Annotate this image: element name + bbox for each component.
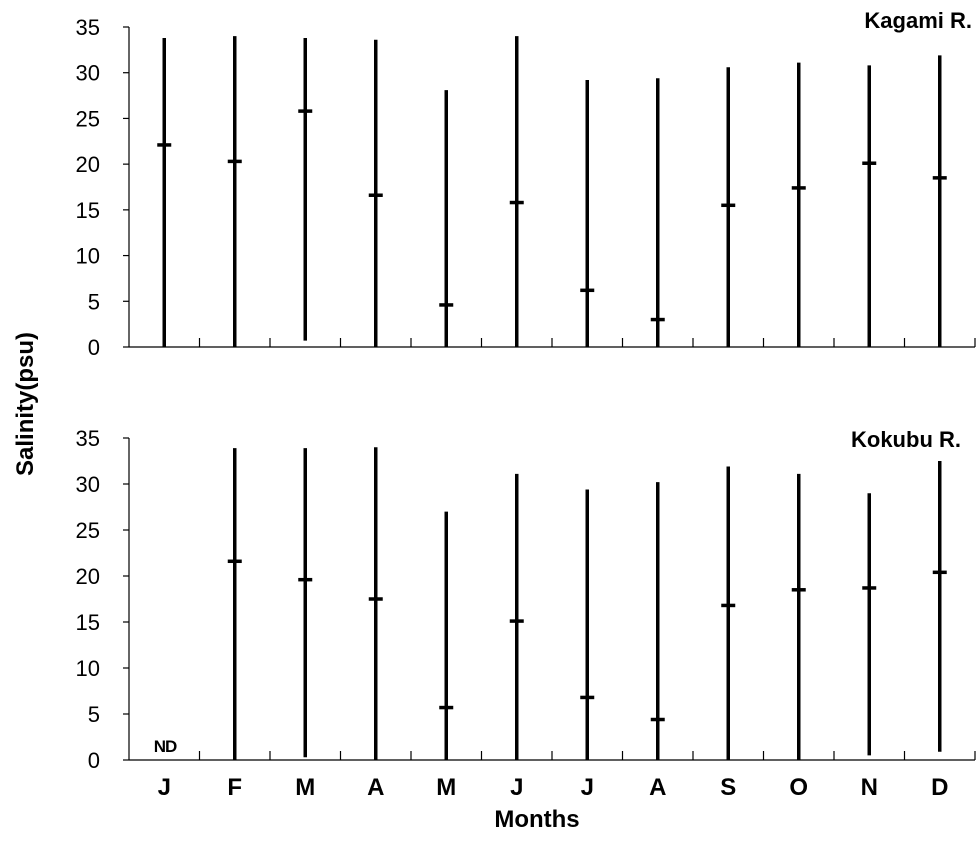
y-tick-label: 10 [76, 656, 100, 681]
y-tick-label: 20 [76, 152, 100, 177]
panel-kagami: Kagami R. 0 5 10 15 20 25 30 35 [76, 8, 976, 360]
x-tick-label: J [510, 774, 523, 801]
y-tick-label: 25 [76, 106, 100, 131]
x-tick-label: A [649, 774, 666, 801]
y-tick-label: 25 [76, 518, 100, 543]
y-tick-label: 30 [76, 61, 100, 86]
panel-title-kagami: Kagami R. [864, 8, 972, 33]
y-tick-label: 0 [88, 748, 100, 773]
y-tick-label: 0 [88, 335, 100, 360]
x-axis-title: Months [494, 806, 579, 833]
y-axis-title: Salinity(psu) [12, 332, 39, 476]
x-tick-label: A [367, 774, 384, 801]
x-tick-label: O [789, 774, 808, 801]
y-tick-label: 10 [76, 244, 100, 269]
x-tick-label: M [295, 774, 315, 801]
x-tick-label: S [720, 774, 736, 801]
y-tick-label: 20 [76, 564, 100, 589]
y-tick-label: 15 [76, 610, 100, 635]
y-tick-label: 30 [76, 472, 100, 497]
panel-title-kokubu: Kokubu R. [851, 427, 961, 452]
y-tick-label: 5 [88, 702, 100, 727]
x-tick-label: D [931, 774, 948, 801]
x-tick-label: F [227, 774, 242, 801]
x-tick-label: J [158, 774, 171, 801]
y-tick-label: 15 [76, 198, 100, 223]
y-tick-label: 5 [88, 289, 100, 314]
x-tick-label: M [436, 774, 456, 801]
no-data-note: ND [154, 737, 177, 756]
y-tick-label: 35 [76, 15, 100, 40]
y-tick-label: 35 [76, 426, 100, 451]
x-tick-label: N [861, 774, 878, 801]
x-tick-label: J [581, 774, 594, 801]
